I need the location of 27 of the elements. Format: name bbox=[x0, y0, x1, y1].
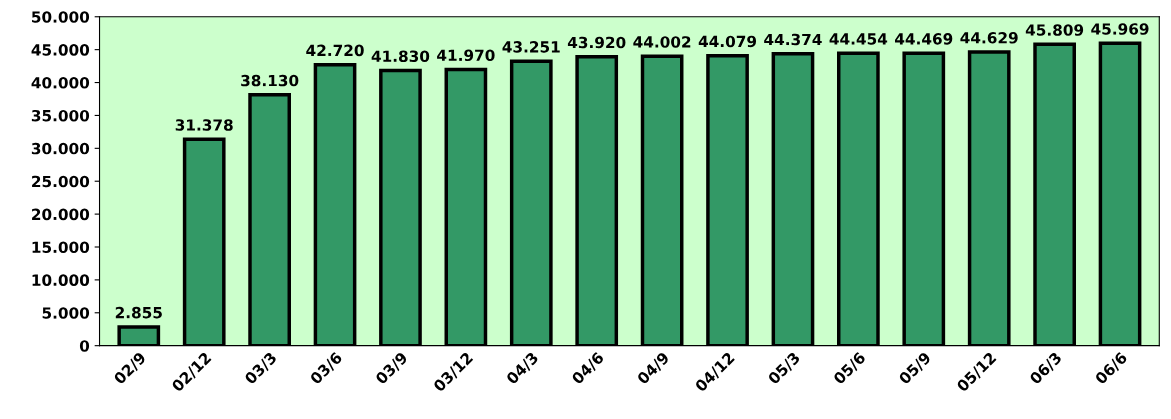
y-tick-label: 35.000 bbox=[31, 109, 90, 122]
data-label: 31.378 bbox=[175, 119, 233, 131]
y-tick-label: 15.000 bbox=[32, 241, 90, 254]
data-label: 45.969 bbox=[1091, 23, 1149, 35]
data-label: 44.374 bbox=[764, 33, 822, 46]
data-label: 43.920 bbox=[567, 36, 626, 49]
y-tick-label: 10.000 bbox=[32, 274, 90, 286]
data-label: 2.855 bbox=[115, 306, 162, 319]
data-label: 38.130 bbox=[241, 74, 299, 87]
data-label: 42.720 bbox=[306, 44, 364, 57]
y-tick-label: 25.000 bbox=[32, 175, 90, 188]
y-tick-label: 20.000 bbox=[32, 208, 90, 221]
y-tick-label: 30.000 bbox=[31, 142, 90, 155]
y-tick-label: 0 bbox=[79, 340, 90, 352]
y-tick-label: 5.000 bbox=[42, 307, 90, 319]
data-label: 44.469 bbox=[895, 33, 953, 45]
y-tick-label: 45.000 bbox=[31, 44, 90, 56]
data-label: 44.079 bbox=[698, 35, 757, 48]
data-label: 44.454 bbox=[829, 33, 888, 45]
data-label: 43.251 bbox=[502, 41, 560, 53]
data-label: 41.970 bbox=[437, 49, 495, 62]
data-label: 44.629 bbox=[960, 32, 1018, 44]
data-label: 45.809 bbox=[1025, 24, 1084, 36]
data-label: 44.002 bbox=[633, 36, 691, 48]
y-tick-label: 50.000 bbox=[32, 11, 90, 23]
y-tick-label: 40.000 bbox=[31, 77, 90, 89]
data-label: 41.830 bbox=[371, 50, 430, 62]
